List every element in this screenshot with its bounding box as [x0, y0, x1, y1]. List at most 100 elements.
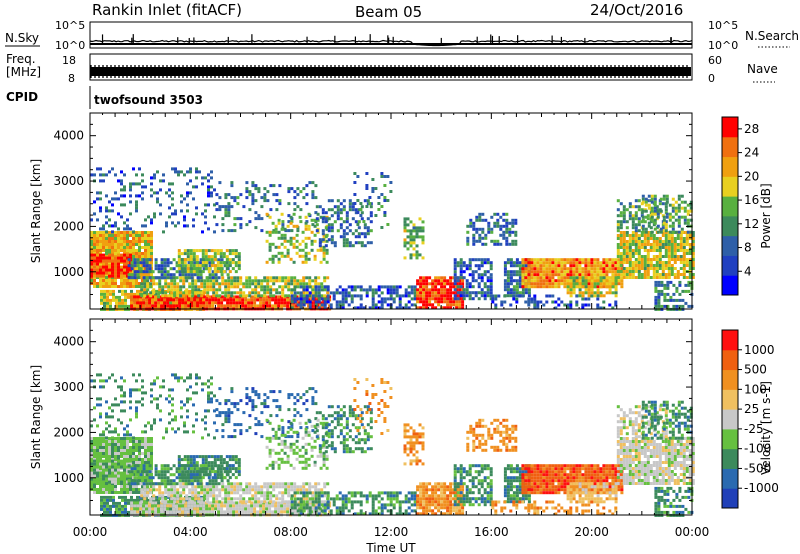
power-cell — [469, 224, 473, 228]
power-cell — [675, 286, 679, 290]
power-cell — [106, 298, 109, 302]
velocity-cell — [111, 458, 114, 461]
power-cell — [676, 243, 680, 246]
velocity-cell — [117, 480, 120, 484]
power-cell — [654, 298, 658, 302]
power-cell — [348, 244, 352, 248]
power-cell — [677, 230, 681, 234]
power-cell — [153, 173, 156, 177]
power-cell — [120, 240, 123, 243]
power-cell — [158, 279, 162, 283]
power-cell — [599, 294, 603, 298]
power-cell — [111, 237, 114, 240]
power-cell — [637, 240, 641, 243]
power-cell — [330, 241, 334, 245]
power-cell — [269, 288, 273, 292]
power-cell — [631, 270, 635, 273]
power-cell — [659, 197, 663, 201]
power-cell — [499, 224, 503, 228]
power-cell — [141, 191, 144, 195]
power-cell — [659, 209, 663, 213]
power-cell — [572, 282, 576, 286]
power-cell — [260, 282, 264, 286]
power-cell — [456, 297, 460, 301]
power-cell — [138, 194, 141, 198]
power-cell — [342, 220, 346, 224]
power-cell — [120, 243, 123, 246]
power-cell — [487, 230, 491, 234]
power-cell — [106, 304, 109, 308]
power-cell — [217, 301, 221, 305]
velocity-cell — [135, 437, 138, 440]
power-cell — [286, 248, 290, 252]
power-cell — [138, 182, 141, 186]
power-cell — [90, 259, 93, 263]
power-cell — [602, 285, 606, 289]
power-cell — [691, 273, 695, 276]
power-cell — [124, 298, 127, 302]
velocity-cell — [90, 471, 93, 475]
power-cell — [272, 276, 276, 280]
power-cell — [114, 285, 117, 288]
power-cell — [640, 261, 644, 264]
range-tick-label: 2000 — [53, 219, 84, 233]
power-cell — [685, 234, 689, 237]
velocity-cell — [144, 461, 147, 464]
velocity-cell — [114, 471, 117, 475]
power-cell — [407, 294, 411, 298]
power-cell — [511, 224, 515, 228]
power-cell — [398, 285, 402, 289]
power-cell — [641, 218, 645, 222]
power-cell — [96, 191, 99, 195]
power-cell — [515, 297, 519, 301]
power-cell — [135, 267, 138, 270]
power-cell — [221, 223, 225, 227]
power-cell — [403, 244, 407, 248]
power-cell — [471, 291, 475, 295]
power-cell — [500, 300, 504, 304]
power-cell — [575, 303, 579, 307]
date-label: 24/Oct/2016 — [590, 1, 683, 19]
power-cell — [198, 267, 202, 271]
power-cell — [348, 205, 352, 209]
power-cell — [359, 303, 363, 307]
power-cell — [147, 249, 150, 252]
power-cell — [667, 267, 671, 270]
power-cell — [634, 264, 638, 267]
power-cell — [140, 276, 144, 280]
power-cell — [266, 288, 270, 292]
power-cell — [434, 276, 438, 280]
power-cell — [145, 289, 148, 293]
power-cell — [409, 229, 413, 233]
power-cell — [560, 300, 564, 304]
velocity-cell — [111, 455, 114, 458]
power-cell — [599, 261, 603, 265]
power-cell — [211, 270, 215, 274]
power-cell — [213, 255, 217, 259]
power-cell — [682, 246, 686, 249]
power-cell — [401, 294, 405, 298]
power-cell — [449, 297, 453, 301]
power-cell — [150, 273, 153, 276]
power-cell — [587, 258, 591, 262]
power-cell — [341, 306, 345, 310]
power-cell — [428, 303, 432, 307]
power-cell — [293, 285, 297, 289]
power-cell — [428, 297, 432, 301]
power-cell — [634, 234, 638, 237]
power-cell — [201, 261, 205, 265]
power-cell — [342, 232, 346, 236]
power-cell — [380, 297, 384, 301]
power-cell — [265, 298, 269, 302]
power-cell — [634, 211, 638, 215]
power-cell — [403, 217, 407, 221]
power-colorbar-label: Power [dB] — [759, 183, 773, 248]
power-cell — [204, 176, 207, 180]
power-cell — [489, 282, 493, 286]
power-cell — [157, 301, 161, 305]
power-cell — [434, 288, 438, 292]
power-cell — [132, 258, 135, 261]
power-cell — [199, 273, 203, 277]
power-cell — [596, 267, 600, 271]
velocity-cell — [108, 437, 111, 440]
